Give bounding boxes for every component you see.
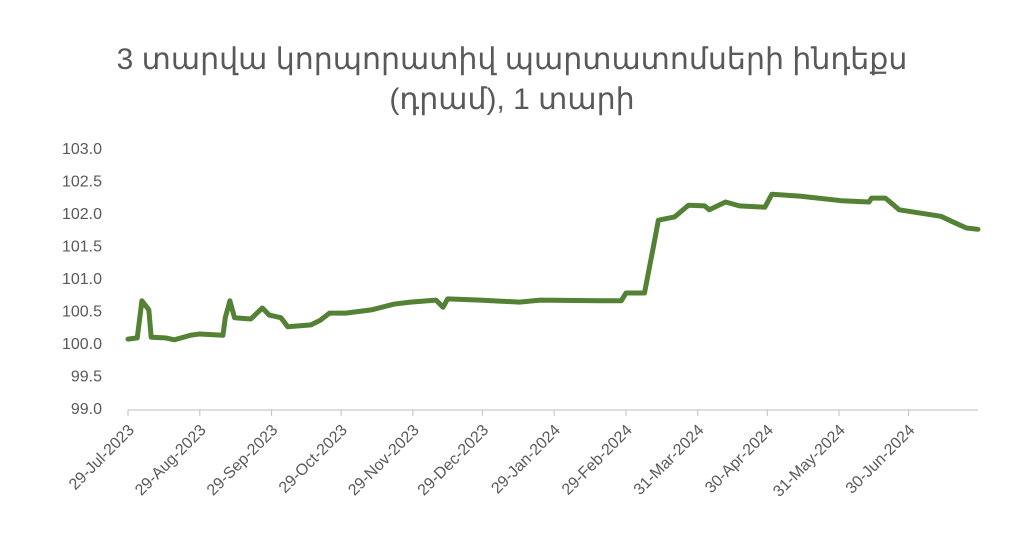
y-tick-label: 100.0	[62, 336, 102, 353]
x-tick-label: 29-Feb-2024	[559, 422, 636, 499]
x-tick-label: 29-Jan-2024	[488, 422, 564, 498]
y-tick-label: 99.5	[71, 369, 102, 386]
y-tick-label: 101.0	[62, 271, 102, 288]
x-tick-label: 29-Sep-2023	[204, 422, 282, 500]
y-tick-label: 103.0	[62, 141, 102, 158]
x-tick-label: 31-May-2024	[770, 422, 849, 501]
x-tick-label: 29-Aug-2023	[132, 422, 210, 500]
x-tick-label: 29-Oct-2023	[276, 422, 351, 497]
x-tick-label: 29-Dec-2023	[415, 422, 493, 500]
y-tick-label: 102.5	[62, 174, 102, 191]
x-tick-label: 29-Nov-2023	[345, 422, 423, 500]
x-tick-label: 30-Jun-2024	[843, 422, 919, 498]
y-tick-label: 101.5	[62, 239, 102, 256]
x-tick-label: 30-Apr-2024	[702, 422, 777, 497]
y-tick-label: 100.5	[62, 304, 102, 321]
y-tick-label: 99.0	[71, 401, 102, 418]
y-tick-label: 102.0	[62, 206, 102, 223]
x-tick-label: 31-Mar-2024	[631, 422, 708, 499]
line	[125, 191, 981, 343]
x-tick-label: 29-Jul-2023	[66, 422, 138, 494]
chart-title: 3 տարվա կորպորատիվ պարտատոմսերի ինդեքս (…	[116, 43, 908, 116]
